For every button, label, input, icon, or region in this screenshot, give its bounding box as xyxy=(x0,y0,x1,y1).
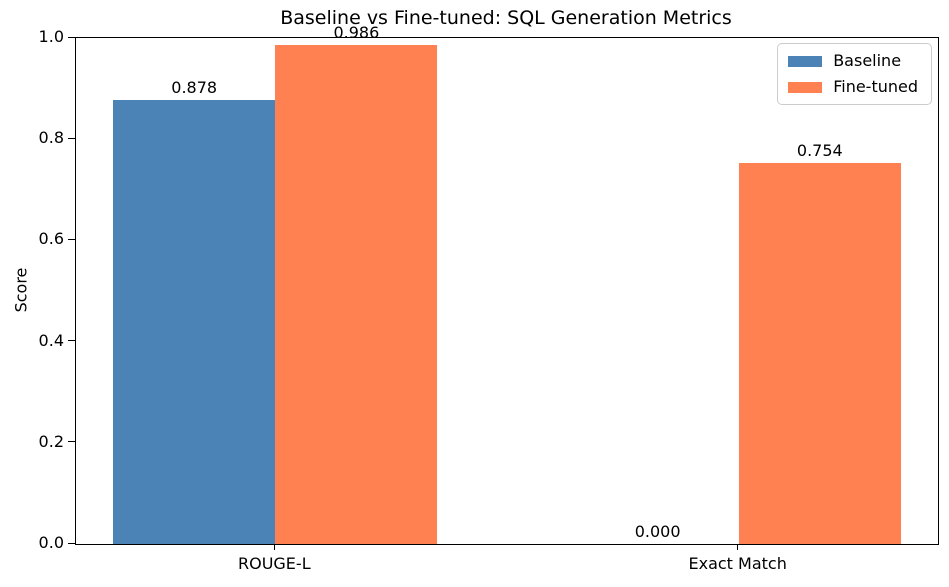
x-tick-label: ROUGE-L xyxy=(237,554,311,573)
legend-label: Fine-tuned xyxy=(833,77,918,96)
y-tick-label: 1.0 xyxy=(38,27,64,46)
x-tick-mark xyxy=(273,544,275,550)
bar-fine-tuned-rouge-l xyxy=(275,45,438,544)
bar-baseline-rouge-l xyxy=(113,99,276,544)
bar-fine-tuned-exact-match xyxy=(738,162,901,544)
y-tick-mark xyxy=(68,542,75,544)
y-tick-mark xyxy=(68,340,75,342)
bar-value-label: 0.986 xyxy=(333,23,380,43)
bar-value-label: 0.878 xyxy=(171,77,218,97)
y-tick-label: 0.8 xyxy=(38,128,64,148)
bar-value-label: 0.000 xyxy=(634,522,681,541)
x-tick-mark xyxy=(737,544,739,550)
legend-swatch-icon xyxy=(788,55,823,67)
plot-area: 0.878 0.000 0.986 0.754 Baseline Fine-tuned xyxy=(75,25,939,545)
y-tick-label: 0.4 xyxy=(38,330,64,350)
legend-entry: Fine-tuned xyxy=(788,79,918,95)
y-tick-mark xyxy=(68,36,75,38)
legend-swatch-icon xyxy=(788,81,823,93)
bar-value-label: 0.754 xyxy=(796,140,843,160)
x-tick-label: Exact Match xyxy=(688,554,787,573)
legend-label: Baseline xyxy=(833,51,902,70)
y-tick-label: 0.2 xyxy=(38,431,64,451)
bars-layer: 0.878 0.000 0.986 0.754 xyxy=(76,25,938,544)
chart-title: Baseline vs Fine-tuned: SQL Generation M… xyxy=(280,7,732,29)
y-tick-label: 0.0 xyxy=(38,533,64,552)
legend-entry: Baseline xyxy=(788,53,918,69)
y-tick-label: 0.6 xyxy=(38,229,64,249)
y-axis-label: Score xyxy=(11,267,31,313)
y-tick-mark xyxy=(68,238,75,240)
y-tick-mark xyxy=(68,137,75,139)
y-tick-mark xyxy=(68,441,75,443)
legend: Baseline Fine-tuned xyxy=(777,43,932,105)
